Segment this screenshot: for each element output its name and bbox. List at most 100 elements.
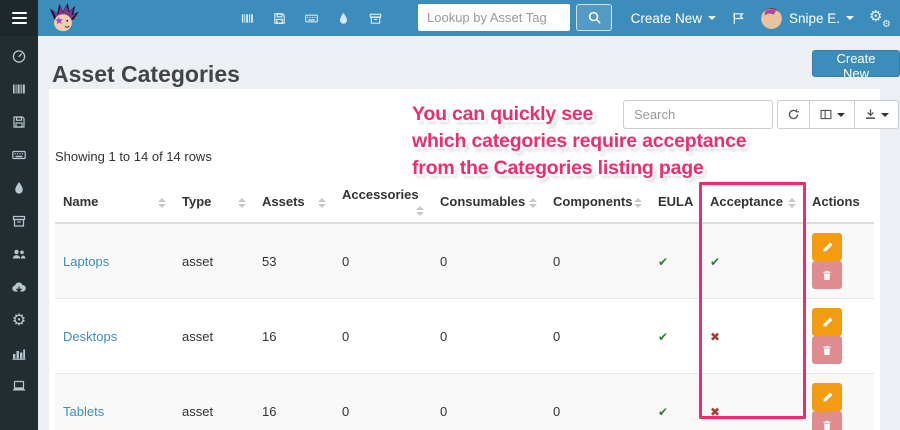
cell-name: Tablets [55,373,174,430]
cell-assets: 16 [254,373,334,430]
sidebar-item-assets[interactable] [0,72,38,105]
create-new-menu[interactable]: Create New [631,11,716,26]
search-icon [588,11,600,24]
hamburger-icon [11,12,27,24]
chevron-down-icon [837,112,845,117]
flag-menu[interactable] [731,11,746,26]
column-label: Type [182,194,212,209]
chevron-down-icon [881,112,889,117]
cell-acceptance: ✖ [702,373,804,430]
edit-button[interactable] [812,233,842,261]
columns-button[interactable] [810,100,855,129]
category-name-link[interactable]: Tablets [63,403,105,419]
refresh-button[interactable] [777,100,810,129]
avatar [760,7,782,29]
sort-icon[interactable] [238,198,246,208]
barcode-icon [13,84,25,93]
delete-button[interactable] [812,411,842,430]
quick-consumables[interactable] [336,11,351,26]
column-header-accessories[interactable]: Accessories [334,181,432,224]
check-icon: ✔ [658,404,669,419]
admin-settings-menu[interactable]: ⚙ ⚙ [869,8,891,30]
bar-chart-icon [12,349,26,360]
cell-actions [804,222,874,299]
sidebar-toggle[interactable] [0,0,38,36]
floppy-icon [13,115,25,128]
table-row: Tablets asset 16 0 0 0 ✔ ✖ [55,373,874,430]
column-label: Accessories [342,187,419,202]
column-label: Actions [812,194,860,209]
column-header-type[interactable]: Type [174,181,254,224]
trash-icon [823,270,831,280]
droplet-icon [339,12,348,24]
sidebar-item-people[interactable] [0,237,38,270]
user-menu[interactable]: Snipe E. [760,7,854,29]
sidebar: ⚙ [0,0,38,430]
sidebar-item-consumables[interactable] [0,171,38,204]
column-label: EULA [658,194,694,209]
edit-button[interactable] [812,383,842,411]
column-header-name[interactable]: Name [55,181,174,224]
delete-button[interactable] [812,336,842,364]
sidebar-item-components[interactable] [0,204,38,237]
sort-icon[interactable] [529,198,537,208]
pagination-detail: Showing 1 to 14 of 14 rows [55,149,212,164]
sidebar-item-licenses[interactable] [0,105,38,138]
sort-icon[interactable] [158,198,166,208]
cell-name: Desktops [55,298,174,374]
edit-button[interactable] [812,308,842,336]
cell-components: 0 [545,373,650,430]
column-label: Consumables [440,194,526,209]
asset-tag-search-button[interactable] [576,4,612,31]
quick-accessories[interactable] [304,11,319,26]
cell-eula: ✔ [650,222,702,299]
column-header-actions: Actions [804,181,874,224]
cell-type: asset [174,222,254,299]
sidebar-item-reports[interactable] [0,336,38,369]
sidebar-item-settings[interactable]: ⚙ [0,303,38,336]
create-new-button[interactable]: Create New [812,50,900,81]
quick-assets[interactable] [240,11,255,26]
create-new-label: Create New [630,10,702,26]
sort-icon[interactable] [416,206,424,216]
category-name-link[interactable]: Desktops [63,328,118,344]
column-header-acceptance[interactable]: Acceptance [702,181,804,224]
table-search-input[interactable] [623,100,773,129]
top-navbar: Create New Snipe E. ⚙⚙ [38,0,900,36]
laptop-icon [12,380,26,390]
sort-icon[interactable] [788,198,796,208]
quick-licenses[interactable] [272,11,287,26]
sidebar-item-kits[interactable] [0,270,38,303]
keyboard-icon [12,150,26,159]
trash-icon [823,420,831,430]
sidebar-item-dashboard[interactable] [0,39,38,72]
cloud-download-icon [12,281,26,292]
category-name-link[interactable]: Laptops [63,253,110,269]
column-header-assets[interactable]: Assets [254,181,334,224]
cell-acceptance: ✔ [702,222,804,299]
sidebar-item-requestable[interactable] [0,369,38,402]
check-icon: ✔ [658,254,669,269]
sidebar-nav: ⚙ [0,36,38,402]
cross-icon: ✖ [710,329,721,344]
gear-icon: ⚙ [11,309,27,329]
snipe-logo[interactable] [47,2,79,34]
sidebar-item-accessories[interactable] [0,138,38,171]
column-header-consumables[interactable]: Consumables [432,181,545,224]
asset-tag-search [418,4,612,31]
column-header-components[interactable]: Components [545,181,650,224]
cell-eula: ✔ [650,373,702,430]
cell-components: 0 [545,298,650,374]
export-button[interactable] [855,100,899,129]
asset-tag-search-input[interactable] [418,4,570,31]
table-body: Laptops asset 53 0 0 0 ✔ ✔ Desktops asset 16 0 0 0 ✔ ✖ T… [55,222,874,430]
user-name: Snipe E. [788,10,840,26]
quick-components[interactable] [368,11,383,26]
sort-icon[interactable] [318,198,326,208]
cell-components: 0 [545,222,650,299]
delete-button[interactable] [812,261,842,289]
chevron-down-icon [707,16,716,20]
column-label: Assets [262,194,305,209]
sort-icon[interactable] [634,198,642,208]
navbar-right: Create New Snipe E. ⚙ ⚙ [631,0,891,36]
